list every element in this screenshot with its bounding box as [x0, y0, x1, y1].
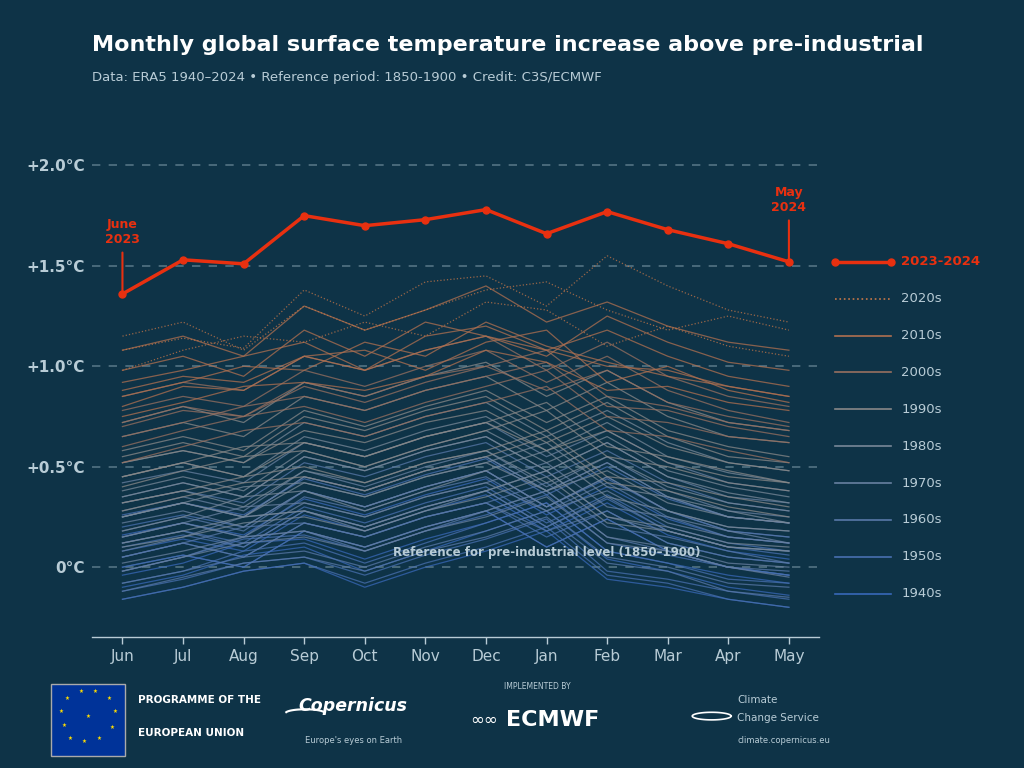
- Text: ★: ★: [93, 689, 98, 694]
- Text: ★: ★: [82, 739, 87, 744]
- Text: 2000s: 2000s: [901, 366, 942, 379]
- Text: ★: ★: [68, 736, 72, 740]
- Text: PROGRAMME OF THE: PROGRAMME OF THE: [138, 695, 261, 705]
- Text: 1940s: 1940s: [901, 587, 942, 600]
- Text: May
2024: May 2024: [771, 186, 807, 214]
- Text: ECMWF: ECMWF: [506, 710, 600, 730]
- Text: ★: ★: [110, 725, 114, 730]
- Text: ∞∞: ∞∞: [470, 711, 498, 729]
- Text: 1960s: 1960s: [901, 513, 942, 526]
- FancyBboxPatch shape: [51, 684, 125, 756]
- Text: ★: ★: [78, 689, 83, 694]
- Text: ★: ★: [86, 714, 90, 719]
- Text: Change Service: Change Service: [737, 713, 819, 723]
- Text: ★: ★: [113, 709, 117, 714]
- Text: Reference for pre-industrial level (1850–1900): Reference for pre-industrial level (1850…: [393, 546, 700, 559]
- Text: Climate: Climate: [737, 695, 777, 705]
- Text: IMPLEMENTED BY: IMPLEMENTED BY: [504, 682, 571, 690]
- Text: 2010s: 2010s: [901, 329, 942, 342]
- Text: Europe's eyes on Earth: Europe's eyes on Earth: [305, 736, 401, 744]
- Text: 1990s: 1990s: [901, 402, 942, 415]
- Text: ★: ★: [59, 709, 63, 714]
- Text: Data: ERA5 1940–2024 • Reference period: 1850-1900 • Credit: C3S/ECMWF: Data: ERA5 1940–2024 • Reference period:…: [92, 71, 602, 84]
- Text: Monthly global surface temperature increase above pre-industrial: Monthly global surface temperature incre…: [92, 35, 924, 55]
- Text: ★: ★: [62, 723, 67, 728]
- Text: June
2023: June 2023: [105, 218, 140, 246]
- Text: 2023-2024: 2023-2024: [901, 255, 980, 268]
- Text: ★: ★: [96, 736, 101, 740]
- Text: ★: ★: [106, 696, 112, 701]
- Text: climate.copernicus.eu: climate.copernicus.eu: [737, 736, 830, 744]
- Text: 2020s: 2020s: [901, 292, 942, 305]
- Text: EUROPEAN UNION: EUROPEAN UNION: [138, 728, 245, 738]
- Text: 1970s: 1970s: [901, 476, 942, 489]
- Text: 1980s: 1980s: [901, 439, 942, 452]
- Text: ★: ★: [65, 696, 70, 701]
- Text: Copernicus: Copernicus: [299, 697, 408, 715]
- Text: 1950s: 1950s: [901, 550, 942, 563]
